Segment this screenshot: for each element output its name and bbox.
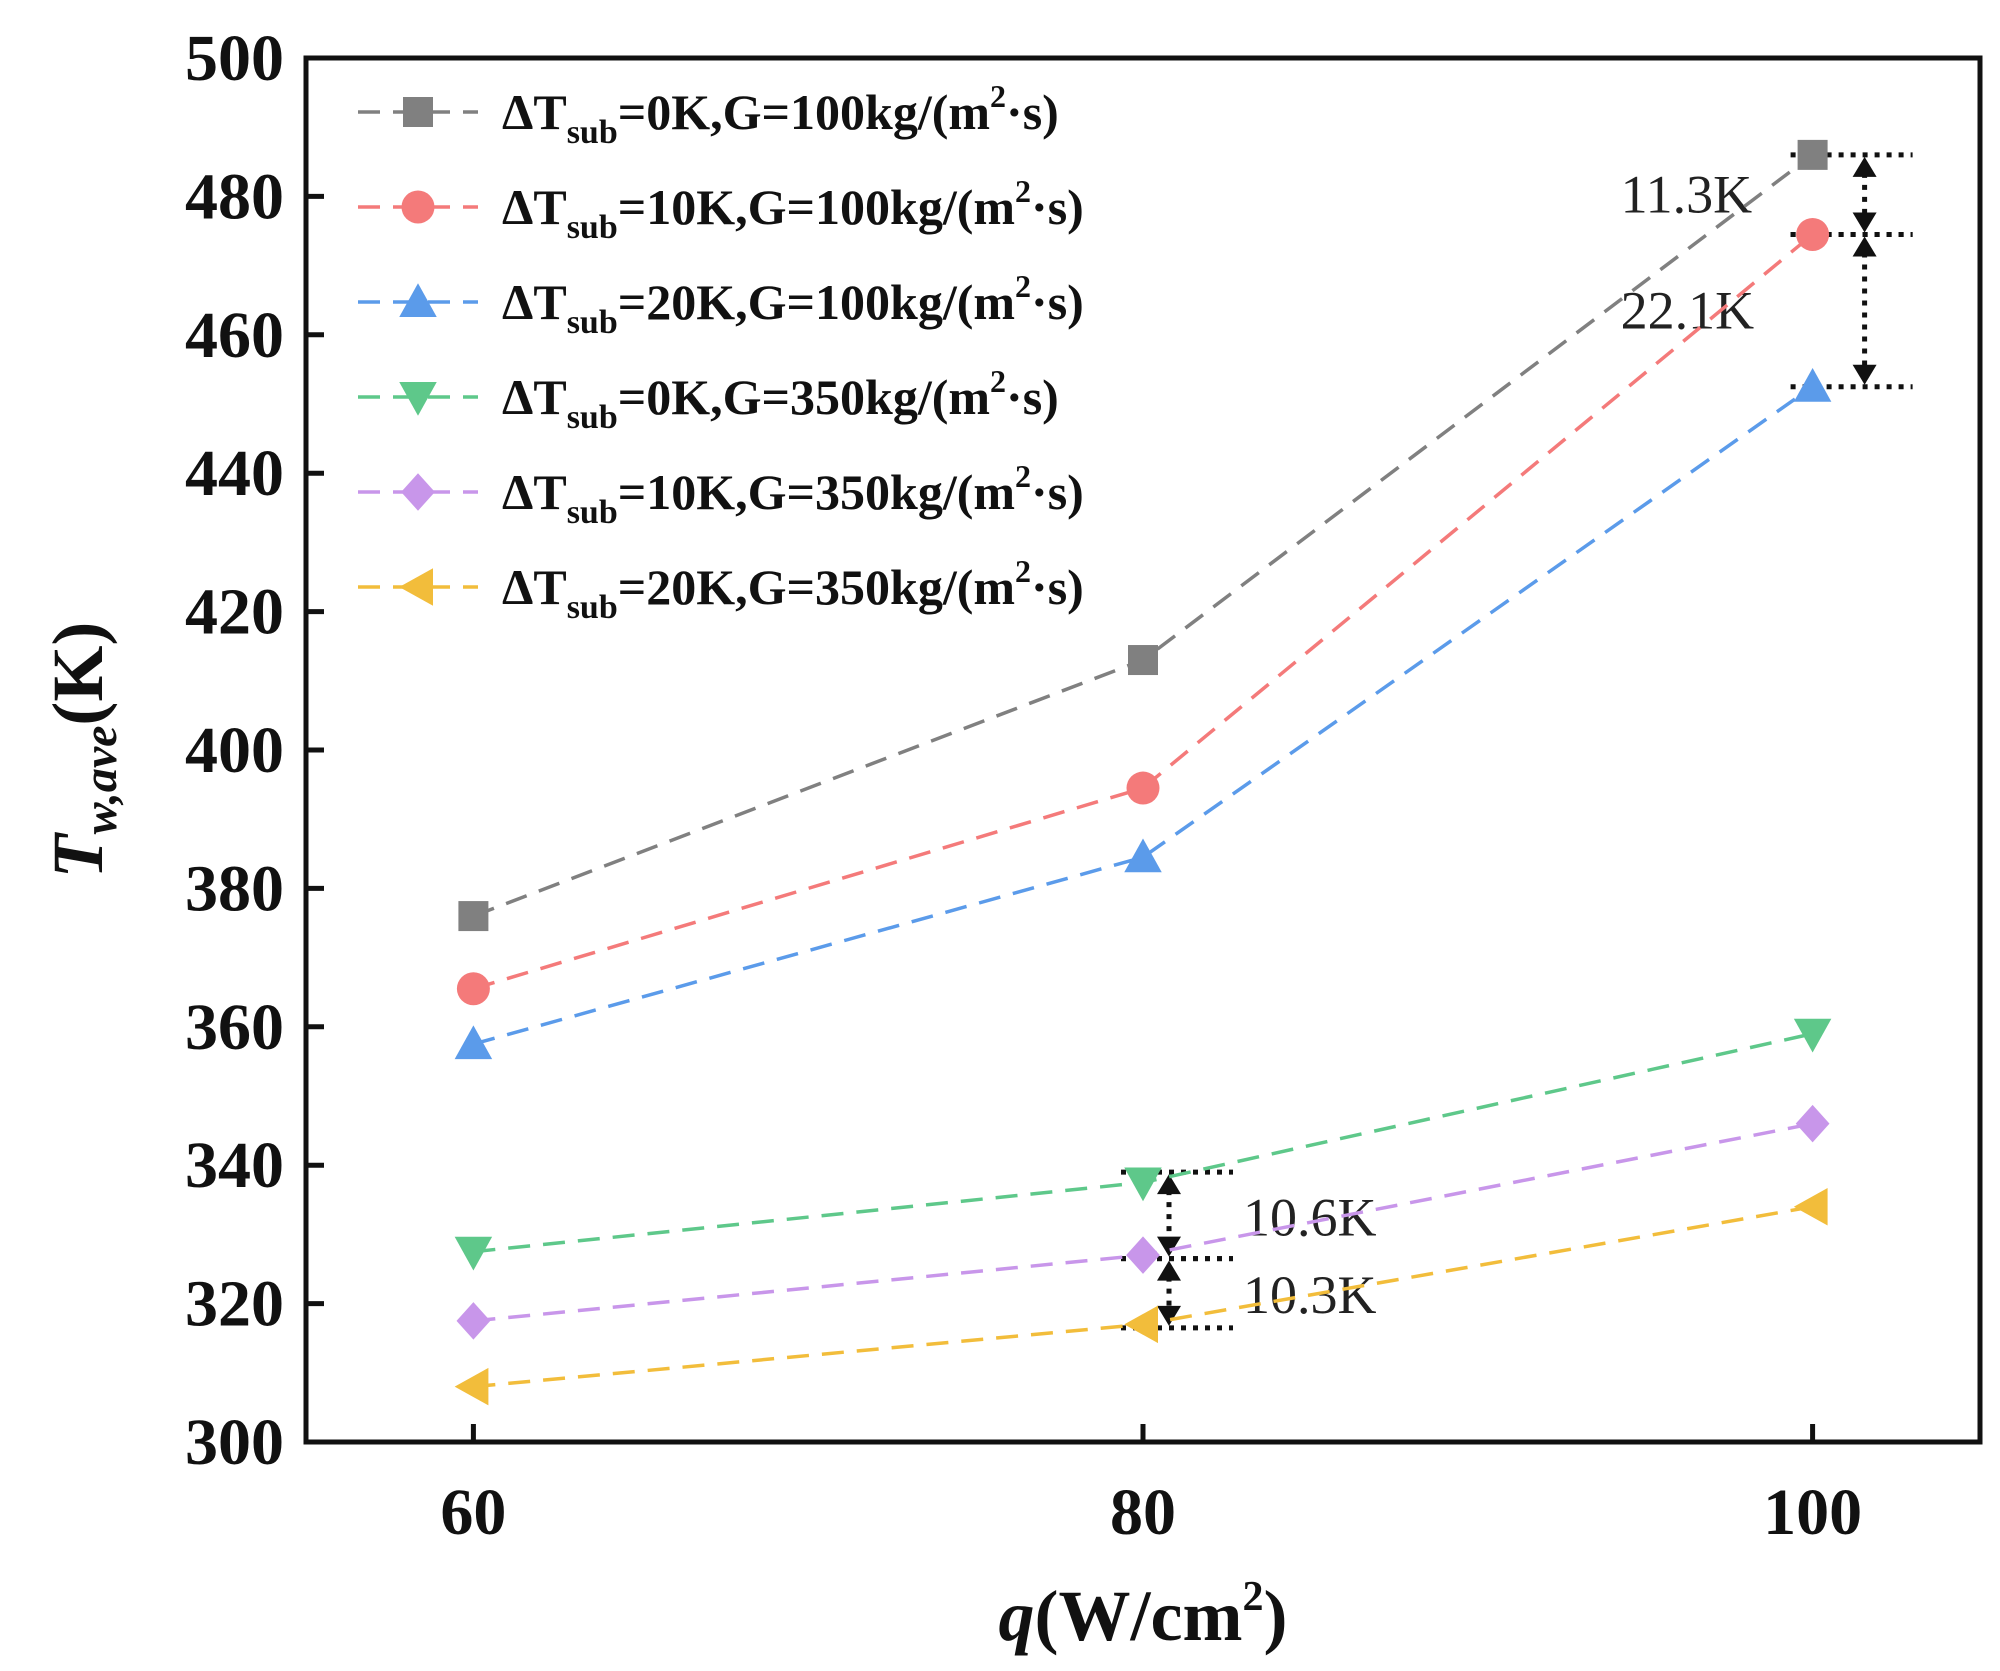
annotation-arrowhead-down-3 [1157,1237,1181,1257]
x-tick-label: 80 [1110,1476,1176,1549]
x-axis-title: q(W/cm2) [999,1574,1288,1656]
data-point-series-2-x80 [1127,772,1160,805]
data-point-series-5-x60 [457,1302,491,1340]
annotation-label-3: 10.6K [1243,1187,1377,1247]
data-point-series-1-x60 [458,901,488,931]
y-tick-label: 380 [185,852,284,925]
y-tick-label: 400 [185,714,284,787]
line-chart: 11.3K22.1K10.6K10.3K 3003203403603804004… [0,0,2000,1671]
legend-marker-2 [402,191,435,224]
legend-label-6: ΔTsub=20K,G=350kg/(m2·s) [502,553,1084,626]
y-tick-label: 320 [185,1268,284,1341]
data-point-series-4-x60 [455,1237,493,1271]
data-point-series-5-x80 [1126,1236,1160,1274]
y-tick-label: 420 [185,576,284,649]
legend-label-1: ΔTsub=0K,G=100kg/(m2·s) [502,78,1059,151]
legend-label-2: ΔTsub=10K,G=100kg/(m2·s) [502,173,1084,246]
x-tick-label: 100 [1763,1476,1862,1549]
data-point-series-2-x100 [1796,218,1829,251]
annotation-arrowhead-up-4 [1157,1261,1181,1281]
data-point-series-1-x80 [1128,645,1158,675]
annotation-label-2: 22.1K [1621,281,1755,341]
series-line-4 [473,1034,1812,1252]
legend-marker-3 [399,283,437,317]
data-point-series-6-x100 [1794,1188,1828,1226]
legend-label-3: ΔTsub=20K,G=100kg/(m2·s) [502,268,1084,341]
y-tick-label: 360 [185,991,284,1064]
y-tick-label: 500 [185,22,284,95]
annotation-arrowhead-down-4 [1157,1306,1181,1326]
annotation-arrowhead-down-1 [1853,212,1877,232]
data-point-series-1-x100 [1798,140,1828,170]
x-tick-label: 60 [440,1476,506,1549]
legend-label-5: ΔTsub=10K,G=350kg/(m2·s) [502,458,1084,531]
y-tick-label: 300 [185,1406,284,1479]
y-tick-label: 480 [185,160,284,233]
legend-marker-6 [399,568,433,606]
legend: ΔTsub=0K,G=100kg/(m2·s) ΔTsub=10K,G=100kg… [358,78,1084,626]
data-point-series-4-x80 [1124,1168,1162,1202]
data-point-series-2-x60 [457,972,490,1005]
data-point-series-3-x100 [1794,368,1832,402]
y-tick-label: 440 [185,437,284,510]
axes: 300 320 340 360 380 400 420 440 460 480 500 60 80 100 [185,22,1862,1549]
series-line-5 [473,1124,1812,1321]
annotation-arrowhead-up-3 [1157,1174,1181,1194]
data-point-series-5-x100 [1796,1105,1830,1143]
data-point-series-3-x80 [1124,839,1162,873]
y-tick-label: 460 [185,299,284,372]
data-point-series-6-x80 [1124,1306,1158,1344]
y-axis-title: Tw,ave(K) [38,622,127,879]
legend-label-4: ΔTsub=0K,G=350kg/(m2·s) [502,363,1059,436]
annotation-arrowhead-down-2 [1853,365,1877,385]
y-tick-label: 340 [185,1129,284,1202]
legend-marker-4 [399,382,437,416]
annotation-arrowhead-up-2 [1853,236,1877,256]
legend-marker-1 [403,97,433,127]
series-line-6 [473,1207,1812,1387]
data-point-series-6-x60 [455,1368,489,1406]
annotation-arrowhead-up-1 [1853,157,1877,177]
legend-marker-5 [401,473,435,511]
plot-frame [306,58,1980,1442]
